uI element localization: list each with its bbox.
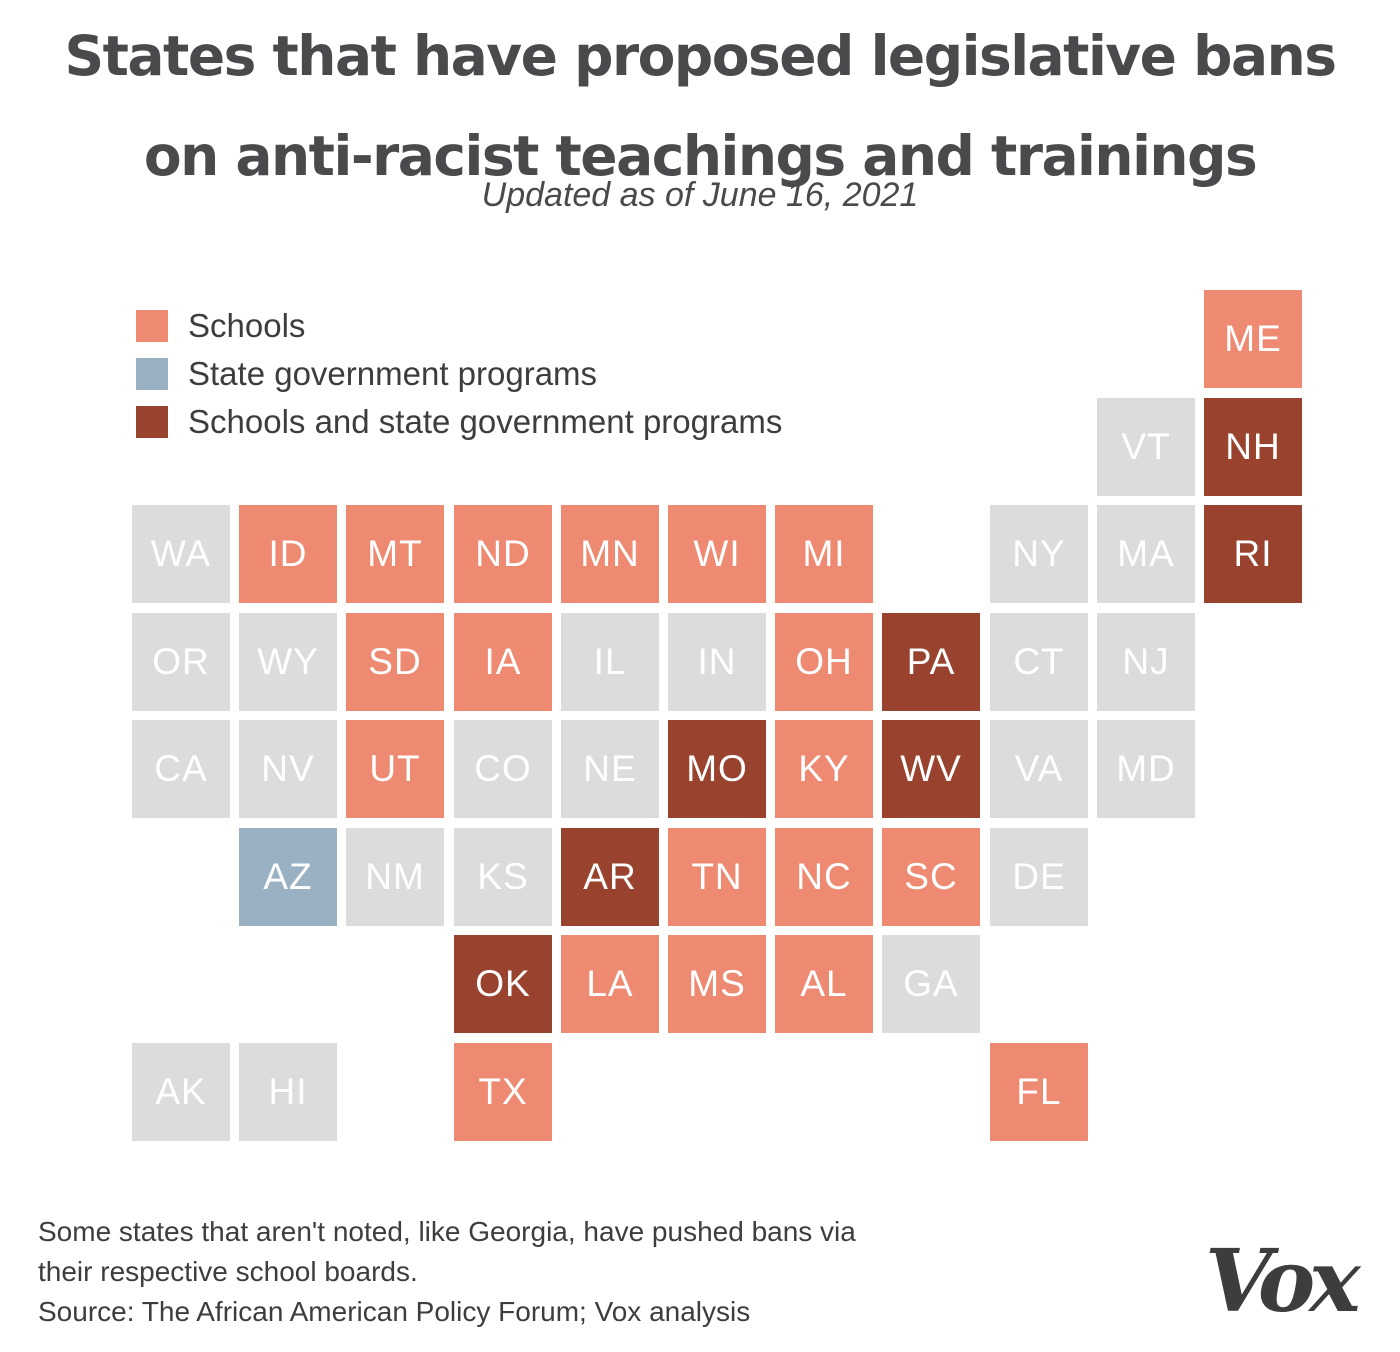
state-tile-ky: KY <box>775 720 873 818</box>
state-tile-ak: AK <box>132 1043 230 1141</box>
source-note: Source: The African American Policy Foru… <box>38 1296 751 1327</box>
state-tile-ma: MA <box>1097 505 1195 603</box>
state-tile-ks: KS <box>454 828 552 926</box>
state-tile-ga: GA <box>882 935 980 1033</box>
state-tile-tx: TX <box>454 1043 552 1141</box>
state-tile-wy: WY <box>239 613 337 711</box>
state-tile-ne: NE <box>561 720 659 818</box>
state-tile-nm: NM <box>346 828 444 926</box>
legend-swatch <box>136 310 168 342</box>
state-tile-al: AL <box>775 935 873 1033</box>
state-tile-co: CO <box>454 720 552 818</box>
state-tile-md: MD <box>1097 720 1195 818</box>
state-tile-mn: MN <box>561 505 659 603</box>
state-tile-sc: SC <box>882 828 980 926</box>
legend: Schools State government programs Schools … <box>136 302 782 446</box>
state-tile-wv: WV <box>882 720 980 818</box>
chart-title-line-2: on anti-racist teachings and trainings <box>143 124 1258 188</box>
state-tile-nh: NH <box>1204 398 1302 496</box>
state-tile-tn: TN <box>668 828 766 926</box>
state-tile-fl: FL <box>990 1043 1088 1141</box>
state-tile-wi: WI <box>668 505 766 603</box>
state-tile-ia: IA <box>454 613 552 711</box>
state-tile-mo: MO <box>668 720 766 818</box>
legend-swatch <box>136 406 168 438</box>
legend-label: Schools <box>188 307 306 344</box>
state-tile-de: DE <box>990 828 1088 926</box>
state-tile-ok: OK <box>454 935 552 1033</box>
legend-swatch <box>136 358 168 390</box>
state-tile-in: IN <box>668 613 766 711</box>
chart-title: States that have proposed legislative ba… <box>0 6 1400 206</box>
legend-item-schools: Schools <box>136 302 782 350</box>
state-tile-mt: MT <box>346 505 444 603</box>
legend-item-both: Schools and state government programs <box>136 398 782 446</box>
state-tile-oh: OH <box>775 613 873 711</box>
state-tile-or: OR <box>132 613 230 711</box>
legend-item-state_gov: State government programs <box>136 350 782 398</box>
state-tile-ut: UT <box>346 720 444 818</box>
state-tile-ms: MS <box>668 935 766 1033</box>
state-tile-ca: CA <box>132 720 230 818</box>
state-tile-ny: NY <box>990 505 1088 603</box>
state-tile-pa: PA <box>882 613 980 711</box>
state-tile-va: VA <box>990 720 1088 818</box>
footnote: Some states that aren't noted, like Geor… <box>38 1216 856 1287</box>
state-tile-ar: AR <box>561 828 659 926</box>
state-tile-il: IL <box>561 613 659 711</box>
state-tile-vt: VT <box>1097 398 1195 496</box>
state-tile-nv: NV <box>239 720 337 818</box>
state-tile-hi: HI <box>239 1043 337 1141</box>
state-tile-nd: ND <box>454 505 552 603</box>
vox-logo: Vox <box>1205 1231 1360 1332</box>
chart-subtitle: Updated as of June 16, 2021 <box>481 176 919 214</box>
state-tile-mi: MI <box>775 505 873 603</box>
state-tile-nc: NC <box>775 828 873 926</box>
state-tile-la: LA <box>561 935 659 1033</box>
state-tile-ct: CT <box>990 613 1088 711</box>
legend-label: State government programs <box>188 355 598 392</box>
legend-label: Schools and state government programs <box>188 403 783 440</box>
state-tile-az: AZ <box>239 828 337 926</box>
state-tile-id: ID <box>239 505 337 603</box>
chart-title-line-1: States that have proposed legislative ba… <box>64 24 1337 88</box>
state-tile-sd: SD <box>346 613 444 711</box>
state-tile-me: ME <box>1204 290 1302 388</box>
state-tile-nj: NJ <box>1097 613 1195 711</box>
state-tile-ri: RI <box>1204 505 1302 603</box>
state-tile-wa: WA <box>132 505 230 603</box>
